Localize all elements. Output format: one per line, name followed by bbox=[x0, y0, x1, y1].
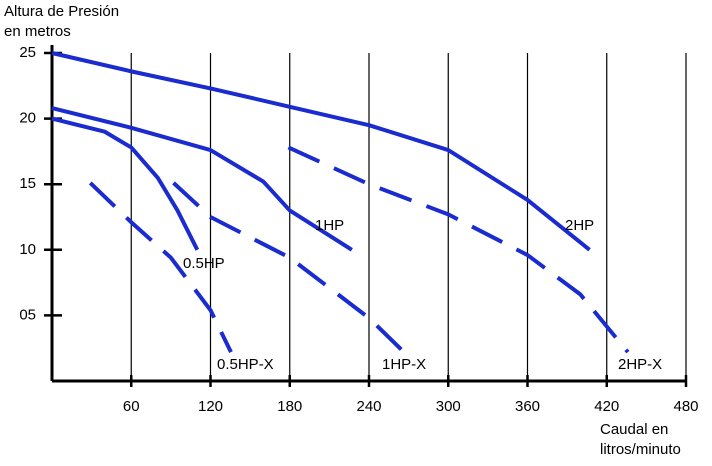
y-tick-label: 15 bbox=[19, 175, 36, 192]
y-axis-title: en metros bbox=[4, 23, 71, 40]
y-tick-label: 05 bbox=[19, 306, 36, 323]
series-label: 1HP bbox=[315, 217, 344, 234]
x-tick-label: 60 bbox=[123, 398, 140, 415]
x-tick-label: 240 bbox=[356, 398, 381, 415]
curve bbox=[88, 181, 233, 354]
x-tick-label: 180 bbox=[277, 398, 302, 415]
x-tick-label: 300 bbox=[436, 398, 461, 415]
series-label: 2HP-X bbox=[618, 356, 662, 373]
x-tick-label: 120 bbox=[198, 398, 223, 415]
y-axis-title: Altura de Presión bbox=[4, 3, 119, 20]
series-label: 1HP-X bbox=[382, 356, 426, 373]
y-tick-label: 20 bbox=[19, 110, 36, 127]
x-tick-label: 360 bbox=[515, 398, 540, 415]
x-axis-title: litros/minuto bbox=[600, 441, 681, 458]
series-label: 0.5HP bbox=[183, 255, 225, 272]
y-tick-label: 25 bbox=[19, 44, 36, 61]
curve bbox=[172, 181, 406, 354]
series-label: 0.5HP-X bbox=[217, 356, 274, 373]
curve bbox=[51, 106, 353, 252]
x-tick-label: 480 bbox=[673, 398, 698, 415]
curve bbox=[51, 51, 591, 252]
series-label: 2HP bbox=[565, 217, 594, 234]
x-tick-label: 420 bbox=[594, 398, 619, 415]
curve bbox=[51, 116, 200, 251]
curve bbox=[287, 145, 630, 354]
y-tick-label: 10 bbox=[19, 241, 36, 258]
x-axis-title: Caudal en bbox=[600, 421, 668, 438]
